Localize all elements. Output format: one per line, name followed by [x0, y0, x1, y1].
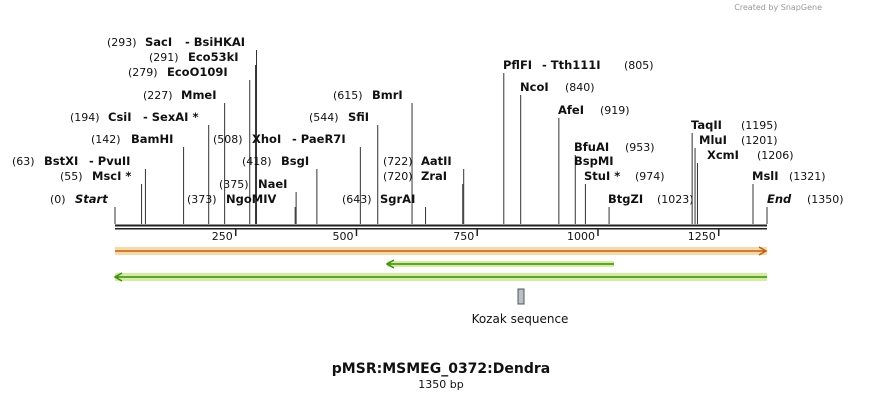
enzyme-name: MslI: [752, 169, 779, 183]
enzyme-name: PflFI: [503, 58, 532, 72]
site-label: (544): [309, 111, 339, 124]
enzyme-name: SacI: [145, 35, 172, 49]
site-label: (615): [333, 89, 363, 102]
credit: Created by SnapGene: [734, 3, 822, 12]
site-label: (1023): [657, 193, 694, 206]
ruler-label: 250: [212, 230, 233, 243]
enzyme-name: - PaeR7I: [292, 132, 346, 146]
site-label: (1201): [741, 134, 778, 147]
ruler-label: 1000: [567, 230, 595, 243]
enzyme-name: NaeI: [258, 177, 287, 191]
site-label: (1206): [757, 149, 794, 162]
enzyme-name: - BsiHKAI: [185, 35, 245, 49]
enzyme-name: - PvuII: [89, 154, 130, 168]
enzyme-name: BsgI: [281, 154, 309, 168]
enzyme-name: NgoMIV: [226, 192, 276, 206]
end-name: Start: [75, 192, 108, 206]
enzyme-name: - Tth111I: [542, 58, 601, 72]
enzyme-name: EcoO109I: [167, 65, 228, 79]
enzyme-name: MscI *: [92, 169, 131, 183]
site-label: (279): [128, 66, 158, 79]
enzyme-name: BspMI: [574, 154, 614, 168]
title: pMSR:MSMEG_0372:Dendra: [332, 361, 550, 377]
enzyme-name: StuI *: [584, 169, 620, 183]
site-label: (508): [213, 133, 243, 146]
enzyme-name: CsiI: [108, 110, 132, 124]
site-label: (373): [187, 193, 217, 206]
ruler-label: 1250: [688, 230, 716, 243]
enzyme-name: XcmI: [707, 148, 739, 162]
enzyme-name: SfiI: [348, 110, 369, 124]
enzyme-name: BamHI: [131, 132, 173, 146]
site-label: (55): [60, 170, 83, 183]
arrow-head: [758, 246, 768, 256]
enzyme-name: - SexAI *: [143, 110, 198, 124]
ruler-label: 500: [332, 230, 353, 243]
enzyme-name: MmeI: [181, 88, 217, 102]
site-label: (1195): [741, 119, 778, 132]
site-label: (953): [625, 141, 655, 154]
site-label: (375): [219, 178, 249, 191]
enzyme-name: MluI: [699, 133, 727, 147]
enzyme-name: NcoI: [520, 80, 549, 94]
enzyme-name: AatII: [421, 154, 452, 168]
enzyme-name: XhoI: [252, 132, 281, 146]
site-label: (291): [149, 51, 179, 64]
enzyme-name: BstXI: [44, 154, 78, 168]
site-label: (293): [107, 36, 137, 49]
enzyme-name: AfeI: [558, 103, 584, 117]
backbone: [115, 228, 767, 230]
site-label: (1321): [789, 170, 826, 183]
arrow-head: [385, 259, 395, 269]
site-label: (194): [70, 111, 100, 124]
end-name: End: [767, 192, 792, 206]
site-label: (1350): [807, 193, 844, 206]
size-label: 1350 bp: [418, 378, 463, 391]
site-label: (142): [91, 133, 121, 146]
site-label: (840): [565, 81, 595, 94]
site-label: (722): [383, 155, 413, 168]
enzyme-name: BfuAI: [574, 140, 609, 154]
enzyme-name: BmrI: [372, 88, 403, 102]
site-label: (418): [242, 155, 272, 168]
ruler-label: 750: [453, 230, 474, 243]
site-label: (643): [342, 193, 372, 206]
site-label: (919): [600, 104, 630, 117]
site-label: (974): [635, 170, 665, 183]
enzyme-name: ZraI: [421, 169, 447, 183]
arrow-head: [113, 272, 123, 282]
site-label: (227): [143, 89, 173, 102]
feature-label: Kozak sequence: [472, 312, 569, 326]
site-label: (805): [624, 59, 654, 72]
backbone: [115, 224, 767, 227]
site-label: (63): [12, 155, 35, 168]
kozak-box: [517, 288, 525, 305]
enzyme-name: SgrAI: [380, 192, 415, 206]
enzyme-name: TaqII: [691, 118, 722, 132]
site-label: (720): [383, 170, 413, 183]
enzyme-name: BtgZI: [608, 192, 643, 206]
enzyme-name: Eco53kI: [188, 50, 239, 64]
site-label: (0): [50, 193, 66, 206]
